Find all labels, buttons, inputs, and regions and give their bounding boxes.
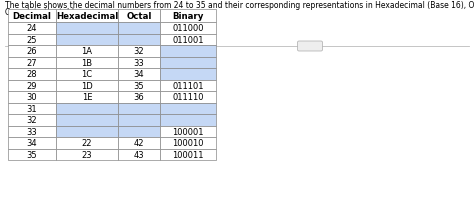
Bar — [56, 92, 118, 103]
Bar — [118, 10, 160, 23]
Text: 22: 22 — [82, 139, 92, 147]
Bar — [118, 69, 160, 80]
Text: 23: 23 — [82, 150, 92, 159]
Text: 1D: 1D — [81, 81, 93, 90]
Text: Hexadecimal: Hexadecimal — [56, 12, 118, 21]
Text: 29: 29 — [27, 81, 37, 90]
Text: 35: 35 — [134, 81, 144, 90]
Bar — [118, 23, 160, 34]
Bar — [8, 149, 56, 160]
Text: 27: 27 — [27, 59, 37, 67]
Text: 100001: 100001 — [172, 127, 204, 136]
Bar — [56, 34, 118, 46]
Text: 33: 33 — [27, 127, 37, 136]
Bar — [8, 103, 56, 114]
Text: 43: 43 — [134, 150, 144, 159]
Bar — [118, 57, 160, 69]
Bar — [118, 103, 160, 114]
Bar — [56, 126, 118, 137]
Bar — [8, 10, 56, 23]
Text: Decimal: Decimal — [13, 12, 52, 21]
Bar — [8, 46, 56, 57]
Text: Octal: Octal — [126, 12, 152, 21]
Bar — [56, 46, 118, 57]
Bar — [8, 92, 56, 103]
Bar — [160, 23, 216, 34]
Bar — [160, 80, 216, 92]
Bar — [160, 149, 216, 160]
Text: 100010: 100010 — [172, 139, 204, 147]
Bar — [56, 137, 118, 149]
Bar — [8, 23, 56, 34]
Text: 25: 25 — [27, 35, 37, 44]
Text: 30: 30 — [27, 93, 37, 102]
Text: 011101: 011101 — [172, 81, 204, 90]
Bar — [160, 34, 216, 46]
Bar — [160, 103, 216, 114]
Bar — [160, 69, 216, 80]
Bar — [118, 34, 160, 46]
Text: 31: 31 — [27, 104, 37, 113]
Text: 36: 36 — [134, 93, 145, 102]
Bar — [8, 57, 56, 69]
Text: 011110: 011110 — [172, 93, 204, 102]
Bar — [8, 69, 56, 80]
Bar — [8, 126, 56, 137]
Text: The table shows the decimal numbers from 24 to 35 and their corresponding repres: The table shows the decimal numbers from… — [5, 1, 474, 10]
Text: 1E: 1E — [82, 93, 92, 102]
Bar — [56, 69, 118, 80]
Bar — [118, 114, 160, 126]
Bar — [56, 57, 118, 69]
Text: 35: 35 — [27, 150, 37, 159]
Text: 34: 34 — [134, 70, 144, 79]
Text: 100011: 100011 — [172, 150, 204, 159]
Bar — [56, 114, 118, 126]
Text: Binary: Binary — [173, 12, 204, 21]
Text: 1B: 1B — [82, 59, 92, 67]
Bar — [118, 149, 160, 160]
Bar — [118, 92, 160, 103]
Bar — [8, 137, 56, 149]
Text: 26: 26 — [27, 47, 37, 56]
FancyBboxPatch shape — [298, 42, 322, 52]
Bar — [118, 80, 160, 92]
Bar — [8, 114, 56, 126]
Bar — [160, 46, 216, 57]
Bar — [160, 114, 216, 126]
Text: 28: 28 — [27, 70, 37, 79]
Bar — [118, 137, 160, 149]
Text: 1C: 1C — [82, 70, 92, 79]
Text: 32: 32 — [134, 47, 144, 56]
Bar — [56, 80, 118, 92]
Bar — [160, 10, 216, 23]
Bar — [56, 149, 118, 160]
Text: 011001: 011001 — [172, 35, 204, 44]
Bar — [160, 126, 216, 137]
Text: 1A: 1A — [82, 47, 92, 56]
Bar — [160, 92, 216, 103]
Bar — [160, 137, 216, 149]
Text: 33: 33 — [134, 59, 145, 67]
Text: 32: 32 — [27, 116, 37, 125]
Bar — [118, 46, 160, 57]
Bar — [160, 57, 216, 69]
Text: 011000: 011000 — [172, 24, 204, 33]
Bar — [56, 103, 118, 114]
Bar — [8, 80, 56, 92]
Text: 24: 24 — [27, 24, 37, 33]
Text: 42: 42 — [134, 139, 144, 147]
Text: Complete the table.: Complete the table. — [5, 8, 81, 17]
Bar — [56, 23, 118, 34]
Text: 34: 34 — [27, 139, 37, 147]
Bar — [118, 126, 160, 137]
Bar — [8, 34, 56, 46]
Bar — [56, 10, 118, 23]
